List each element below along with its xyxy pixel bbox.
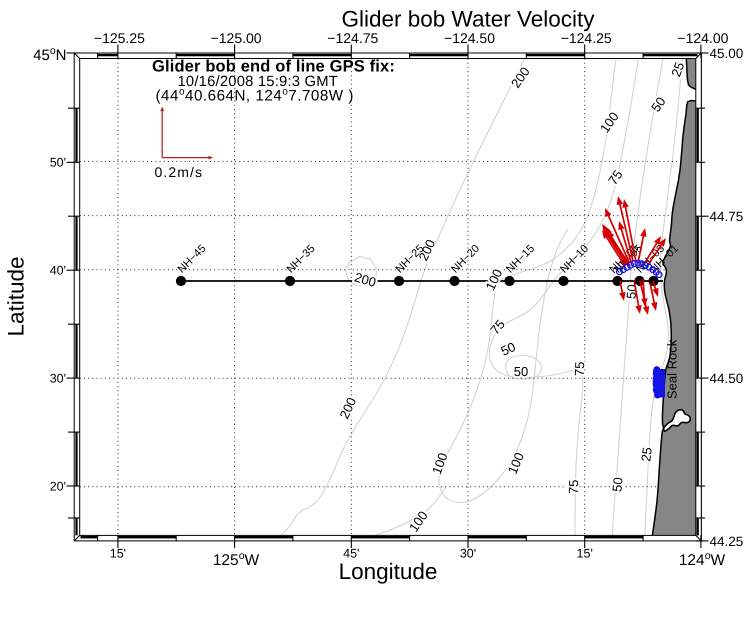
svg-text:75: 75 (566, 479, 581, 494)
svg-text:−124.50: −124.50 (444, 30, 495, 46)
svg-text:124oW: 124oW (679, 550, 726, 569)
svg-text:30': 30' (460, 547, 476, 561)
svg-text:20': 20' (50, 479, 66, 493)
svg-text:45': 45' (343, 547, 359, 561)
svg-text:15': 15' (110, 547, 126, 561)
svg-text:44.75: 44.75 (710, 209, 744, 224)
svg-text:−124.75: −124.75 (327, 30, 378, 46)
svg-text:45.00: 45.00 (710, 46, 744, 61)
svg-text:Longitude: Longitude (339, 559, 438, 584)
svg-text:44.50: 44.50 (710, 371, 744, 386)
svg-text:30': 30' (50, 371, 66, 385)
svg-text:−125.00: −125.00 (211, 30, 262, 46)
svg-text:75: 75 (572, 361, 587, 376)
svg-text:10/16/2008 15:9:3 GMT: 10/16/2008 15:9:3 GMT (178, 74, 339, 90)
svg-text:Glider bob Water Velocity: Glider bob Water Velocity (341, 7, 595, 32)
svg-text:50: 50 (514, 364, 528, 379)
svg-text:−124.25: −124.25 (561, 30, 612, 46)
svg-text:50: 50 (609, 477, 625, 493)
svg-text:50': 50' (50, 156, 66, 170)
svg-text:44.25: 44.25 (710, 534, 744, 549)
svg-text:45oN: 45oN (33, 45, 66, 64)
svg-text:15': 15' (577, 547, 593, 561)
svg-text:40': 40' (50, 264, 66, 278)
svg-text:−125.25: −125.25 (94, 30, 145, 46)
svg-text:25: 25 (638, 446, 655, 462)
svg-text:−124.00: −124.00 (677, 30, 728, 46)
svg-text:Seal Rock: Seal Rock (665, 339, 680, 399)
svg-text:Glider bob end of line GPS fix: Glider bob end of line GPS fix: (152, 58, 395, 76)
svg-text:125oW: 125oW (213, 550, 260, 569)
svg-text:Latitude: Latitude (4, 256, 29, 336)
svg-text:0.2m/s: 0.2m/s (155, 164, 204, 180)
svg-text:(44o40.664N, 124o7.708W ): (44o40.664N, 124o7.708W ) (156, 87, 354, 105)
